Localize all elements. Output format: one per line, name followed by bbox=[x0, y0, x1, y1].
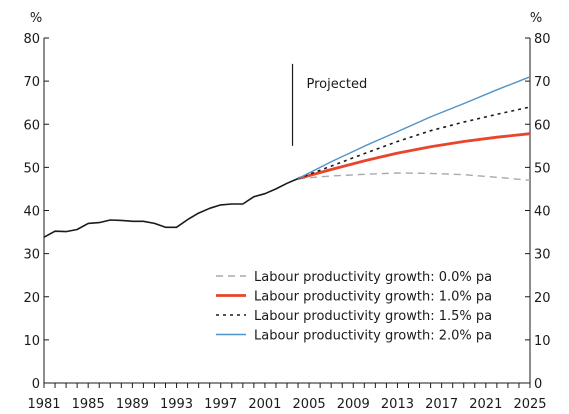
legend-label-4: Labour productivity growth: 2.0% pa bbox=[254, 329, 492, 344]
y-tick-label-right: 40 bbox=[534, 205, 551, 220]
y-tick-label-left: 30 bbox=[23, 248, 40, 263]
y-tick-label-left: 80 bbox=[23, 32, 40, 47]
projected-annotation: Projected bbox=[291, 63, 368, 146]
y-tick-label-right: 70 bbox=[534, 75, 551, 90]
projected-label: Projected bbox=[307, 77, 368, 92]
y-tick-label-right: 0 bbox=[534, 377, 542, 392]
y-unit-right: % bbox=[530, 11, 542, 26]
y-tick-label-left: 40 bbox=[23, 205, 40, 220]
series-line-2 bbox=[297, 132, 531, 180]
x-tick-label: 1993 bbox=[160, 397, 193, 412]
axes: % % 0 0 10 10 20 20 30 30 40 40 50 50 60 60 70 70 80 80 1981… bbox=[23, 11, 550, 412]
x-tick-label: 2021 bbox=[469, 397, 502, 412]
legend-label-2: Labour productivity growth: 1.0% pa bbox=[254, 290, 492, 305]
y-tick-label-right: 50 bbox=[534, 161, 551, 176]
series-line-4 bbox=[297, 76, 531, 180]
legend: Labour productivity growth: 0.0% pa Labou… bbox=[216, 270, 492, 344]
legend-label-3: Labour productivity growth: 1.5% pa bbox=[254, 309, 492, 324]
series-lines bbox=[43, 76, 531, 238]
x-tick-label: 1997 bbox=[204, 397, 237, 412]
x-tick-label: 1989 bbox=[116, 397, 149, 412]
y-tick-label-left: 60 bbox=[23, 118, 40, 133]
series-line-1 bbox=[297, 172, 531, 181]
x-tick-label: 2013 bbox=[381, 397, 414, 412]
x-tick-label: 1985 bbox=[72, 397, 105, 412]
x-tick-label: 2009 bbox=[337, 397, 370, 412]
y-tick-label-left: 70 bbox=[23, 75, 40, 90]
x-tick-label: 2001 bbox=[248, 397, 281, 412]
y-tick-label-right: 80 bbox=[534, 32, 551, 47]
y-tick-label-left: 50 bbox=[23, 161, 40, 176]
y-tick-label-right: 60 bbox=[534, 118, 551, 133]
series-line-3 bbox=[297, 106, 531, 180]
y-unit-left: % bbox=[30, 11, 42, 26]
legend-label-1: Labour productivity growth: 0.0% pa bbox=[254, 270, 492, 285]
x-tick-label: 2025 bbox=[513, 397, 546, 412]
history-line bbox=[43, 177, 299, 238]
x-tick-label: 2017 bbox=[425, 397, 458, 412]
y-tick-label-right: 10 bbox=[534, 334, 551, 349]
y-tick-label-right: 30 bbox=[534, 248, 551, 263]
y-tick-label-left: 20 bbox=[23, 291, 40, 306]
x-tick-label: 2005 bbox=[293, 397, 326, 412]
y-tick-label-left: 0 bbox=[32, 377, 40, 392]
y-tick-label-right: 20 bbox=[534, 291, 551, 306]
x-tick-label: 1981 bbox=[27, 397, 60, 412]
y-tick-label-left: 10 bbox=[23, 334, 40, 349]
